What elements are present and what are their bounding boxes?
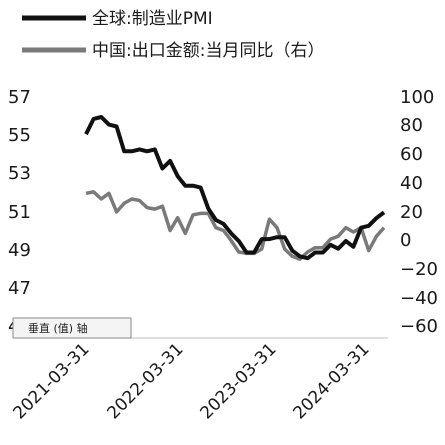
y-right-tick-label: 40 [400, 173, 423, 194]
y-left-axis: 57 55 53 51 49 47 45 [8, 87, 31, 337]
legend-label-exports: 中国:出口金额:当月同比（右） [92, 41, 324, 61]
y-right-tick-label: −40 [400, 288, 438, 309]
y-right-tick-label: 0 [400, 230, 411, 251]
y-right-tick-label: −60 [400, 316, 438, 337]
axis-tooltip-box [12, 317, 132, 339]
y-left-tick-label: 51 [8, 202, 31, 223]
y-right-tick-label: 20 [400, 202, 423, 223]
y-left-tick-label: 55 [8, 125, 31, 146]
axis-tooltip: 垂直 (值) 轴 [12, 317, 132, 339]
y-right-tick-label: 60 [400, 144, 423, 165]
y-right-tick-label: 100 [400, 87, 434, 108]
series-line-china-exports [85, 190, 386, 261]
legend: 全球:制造业PMI 中国:出口金额:当月同比（右） [22, 9, 324, 61]
legend-label-pmi: 全球:制造业PMI [92, 9, 213, 29]
y-left-tick-label: 47 [8, 278, 31, 299]
axis-tooltip-text: 垂直 (值) 轴 [28, 321, 88, 335]
series-layer [84, 115, 386, 261]
y-right-axis: 100 80 60 40 20 0 −20 −40 −60 [400, 87, 438, 337]
series-line-global-pmi [84, 115, 386, 261]
y-left-tick-label: 53 [8, 163, 31, 184]
y-right-tick-label: −20 [400, 259, 438, 280]
y-left-tick-label: 49 [8, 240, 31, 261]
y-left-tick-label: 57 [8, 87, 31, 108]
y-right-tick-label: 80 [400, 115, 423, 136]
